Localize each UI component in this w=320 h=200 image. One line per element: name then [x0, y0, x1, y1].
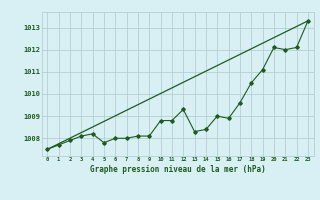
X-axis label: Graphe pression niveau de la mer (hPa): Graphe pression niveau de la mer (hPa)	[90, 165, 266, 174]
